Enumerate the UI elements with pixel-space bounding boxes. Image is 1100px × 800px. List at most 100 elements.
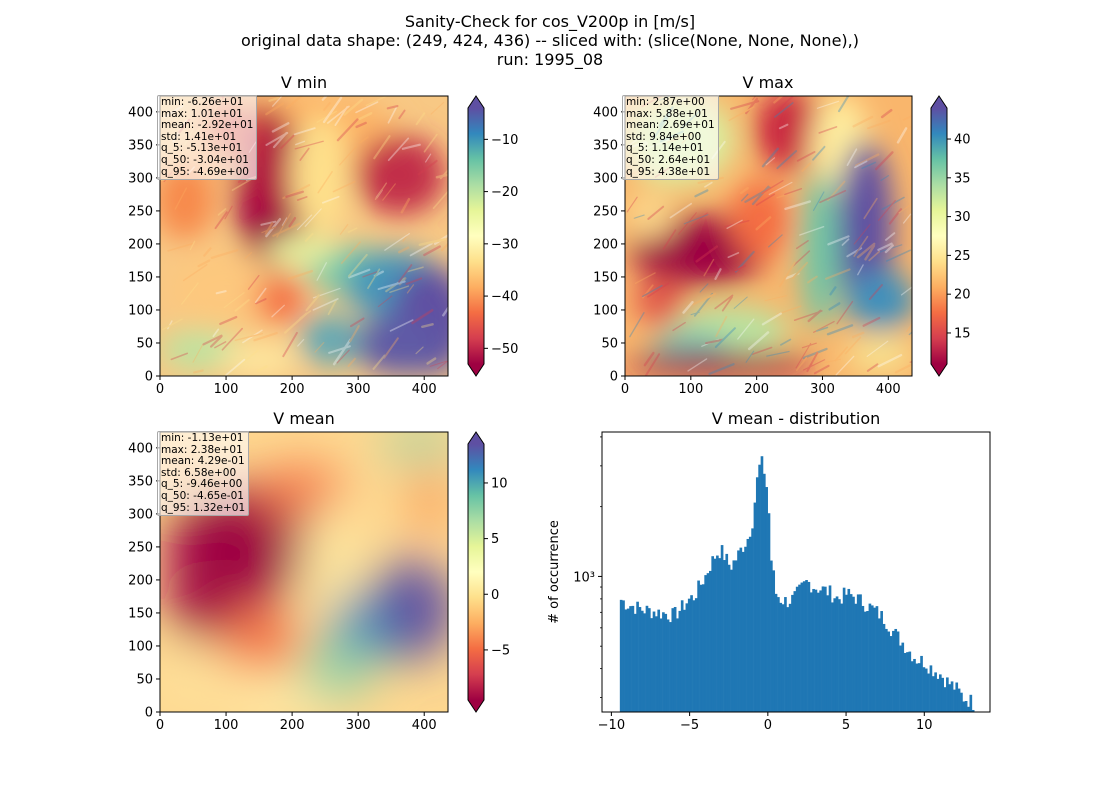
y-axis-label: # of occurrence	[547, 520, 562, 624]
histogram-bar	[741, 551, 745, 712]
histogram-bars	[619, 456, 975, 712]
heatmap-texture	[160, 96, 448, 376]
histogram-bar	[889, 636, 893, 712]
histogram-bar	[626, 608, 630, 712]
colorbar-tick-label: 15	[954, 326, 971, 341]
histogram-bar	[946, 677, 949, 712]
histogram-bar	[720, 545, 724, 712]
histogram-bar	[875, 606, 879, 712]
histogram-bar	[899, 645, 902, 712]
histogram-bar	[861, 605, 865, 712]
histogram-bar	[802, 581, 806, 712]
x-tick-label: 5	[842, 718, 850, 733]
histogram-bar	[762, 473, 766, 712]
histogram-bar	[920, 655, 923, 712]
histogram-bar	[629, 606, 632, 712]
x-tick-label: 400	[412, 382, 437, 397]
histogram-bar	[671, 608, 675, 712]
histogram-bar	[662, 612, 665, 712]
histogram-bar	[971, 709, 975, 712]
histogram-bar	[868, 603, 872, 712]
histogram-bar	[666, 619, 670, 712]
histogram-bar	[826, 595, 829, 712]
y-tick-label: 350	[128, 138, 153, 153]
histogram-bar	[957, 688, 961, 712]
colorbar-v-max: 40 35 30 25 20 15	[930, 95, 971, 377]
x-tick-label: 300	[346, 382, 371, 397]
histogram-bar	[948, 684, 952, 712]
stat-min: min: -1.13e+01	[161, 432, 244, 444]
histogram-bar	[723, 560, 726, 712]
y-tick-label: 400	[128, 441, 153, 456]
histogram-bar	[633, 613, 637, 712]
x-tick-label: 200	[280, 382, 305, 397]
histogram-bar	[892, 630, 895, 712]
colorbar-v-min: −10 −20 −30 −40 −50	[467, 95, 518, 377]
histogram-bar	[800, 582, 804, 712]
histogram-bar	[678, 610, 682, 712]
histogram-bar	[852, 596, 855, 712]
y-tick-label: 100	[128, 639, 153, 654]
histogram-bar	[732, 560, 736, 712]
histogram-bar	[774, 593, 778, 712]
histogram-bar	[767, 513, 771, 712]
colorbar-v-mean: 10 5 0 −5	[467, 431, 510, 713]
colorbar-tick-label: −30	[491, 237, 518, 252]
colorbar-tick-label: 0	[491, 588, 499, 603]
histogram-bar	[887, 631, 891, 712]
histogram-bar	[929, 665, 933, 712]
stat-std: std: 1.41e+01	[161, 130, 237, 143]
histogram-bar	[751, 528, 754, 712]
histogram-bar	[931, 676, 935, 712]
histogram-bar	[960, 692, 963, 712]
y-tick-label: 100	[128, 303, 153, 318]
stats-box-v-mean: min: -1.13e+01 max: 2.38e+01 mean: 4.29e…	[157, 431, 250, 517]
histogram-bar	[772, 570, 776, 712]
stat-q50: q_50: -4.65e-01	[161, 489, 244, 502]
histogram-bar	[924, 668, 928, 712]
x-tick-label: −5	[680, 718, 699, 733]
histogram-bar	[842, 587, 846, 712]
histogram-bar	[755, 477, 759, 712]
histogram-bar	[812, 588, 815, 712]
panel-title: V max	[743, 73, 794, 92]
histogram-bar	[934, 672, 937, 712]
y-tick-label: 300	[128, 507, 153, 522]
histogram-bar	[831, 602, 834, 712]
histogram-bar	[941, 677, 944, 712]
x-tick-label: 0	[156, 382, 164, 397]
histogram-bar	[655, 616, 658, 712]
stat-q95: q_95: 1.32e+01	[161, 501, 246, 514]
histogram-bar	[816, 592, 820, 712]
stat-q50: q_50: -3.04e+01	[161, 153, 249, 166]
axes-frame	[624, 95, 913, 377]
histogram-bar	[913, 658, 916, 712]
suptitle-line-3: run: 1995_08	[496, 50, 604, 69]
stat-std: std: 6.58e+00	[161, 466, 237, 479]
x-tick-label: 400	[412, 718, 437, 733]
histogram-bar	[673, 606, 677, 712]
panel-title: V mean	[273, 409, 334, 428]
axes-frame	[159, 95, 449, 377]
histogram-bar	[711, 556, 715, 712]
histogram-bar	[824, 586, 827, 712]
histogram-bar	[760, 456, 764, 712]
histogram-bar	[882, 623, 886, 712]
histogram-bar	[699, 584, 703, 712]
histogram-bar	[694, 598, 698, 712]
stat-q5: q_5: -9.46e+00	[161, 478, 243, 491]
stat-q50: q_50: 2.64e+01	[626, 153, 711, 166]
histogram-bar	[915, 663, 919, 712]
histogram-bar	[624, 609, 628, 712]
histogram-bar	[739, 547, 743, 712]
stat-std: std: 9.84e+00	[626, 130, 702, 143]
histogram-bar	[938, 674, 942, 712]
colorbar-tick-label: 30	[954, 210, 971, 225]
y-tick-label: 400	[593, 105, 618, 120]
stat-mean: mean: -2.92e+01	[161, 119, 254, 132]
x-tick-label: 100	[678, 382, 703, 397]
histogram-bar	[746, 538, 750, 712]
histogram-bar	[845, 594, 848, 712]
x-tick-label: 300	[810, 382, 835, 397]
colorbar-tick-label: −5	[491, 643, 510, 658]
